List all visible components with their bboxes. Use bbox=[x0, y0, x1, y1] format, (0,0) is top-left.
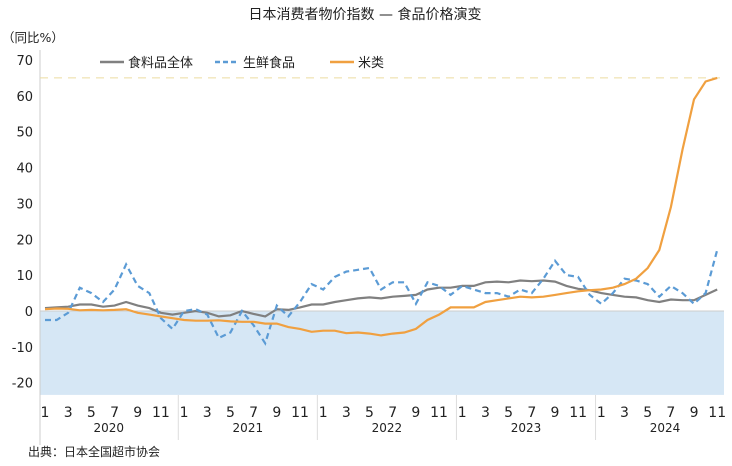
x-tick-label: 9 bbox=[411, 405, 420, 421]
x-tick-label: 11 bbox=[569, 405, 587, 421]
x-tick-label: 3 bbox=[64, 405, 73, 421]
x-tick-label: 7 bbox=[388, 405, 397, 421]
x-tick-label: 9 bbox=[272, 405, 281, 421]
x-tick-label: 7 bbox=[666, 405, 675, 421]
x-tick-label: 5 bbox=[87, 405, 96, 421]
y-tick-label: 60 bbox=[16, 90, 33, 105]
x-tick-label: 9 bbox=[550, 405, 559, 421]
x-tick-label: 5 bbox=[226, 405, 235, 421]
x-tick-label: 3 bbox=[342, 405, 351, 421]
x-tick-label: 3 bbox=[620, 405, 629, 421]
y-axis-label: （同比%） bbox=[2, 30, 64, 45]
legend-item-fresh: 生鲜食品 bbox=[243, 55, 295, 71]
x-tick-label: 5 bbox=[365, 405, 374, 421]
x-year-label: 2021 bbox=[233, 421, 264, 435]
y-tick-label: 10 bbox=[16, 269, 33, 284]
x-year-label: 2024 bbox=[650, 421, 681, 435]
series-line-2 bbox=[45, 249, 719, 346]
x-tick-label: 9 bbox=[690, 405, 699, 421]
x-year-label: 2020 bbox=[93, 421, 124, 435]
chart-title: 日本消费者物价指数 — 食品价格演变 bbox=[249, 6, 482, 23]
x-tick-label: 11 bbox=[430, 405, 448, 421]
x-tick-label: 5 bbox=[643, 405, 652, 421]
x-tick-label: 3 bbox=[481, 405, 490, 421]
y-tick-label: -20 bbox=[12, 377, 33, 392]
x-tick-label: 11 bbox=[708, 405, 726, 421]
x-tick-label: 1 bbox=[597, 405, 606, 421]
x-tick-label: 11 bbox=[152, 405, 170, 421]
x-year-label: 2023 bbox=[511, 421, 542, 435]
series-line-3 bbox=[44, 76, 718, 337]
x-tick-label: 11 bbox=[291, 405, 309, 421]
y-tick-label: 40 bbox=[16, 162, 33, 177]
x-tick-label: 7 bbox=[249, 405, 258, 421]
y-tick-label: 20 bbox=[16, 233, 33, 248]
x-tick-label: 3 bbox=[203, 405, 212, 421]
x-tick-label: 7 bbox=[527, 405, 536, 421]
y-tick-label: 70 bbox=[16, 54, 33, 69]
x-tick-label: 1 bbox=[180, 405, 189, 421]
y-tick-label: 0 bbox=[25, 305, 33, 320]
x-tick-label: 5 bbox=[504, 405, 513, 421]
x-year-label: 2022 bbox=[372, 421, 403, 435]
legend-item-rice: 米类 bbox=[358, 56, 384, 71]
x-tick-label: 7 bbox=[110, 405, 119, 421]
x-tick-label: 1 bbox=[319, 405, 328, 421]
x-tick-label: 1 bbox=[41, 405, 50, 421]
legend-item-food: 食料品全体 bbox=[128, 55, 193, 71]
x-tick-label: 1 bbox=[458, 405, 467, 421]
y-tick-label: 30 bbox=[16, 197, 33, 212]
source-note: 出典：日本全国超市协会 bbox=[28, 444, 160, 459]
x-tick-label: 9 bbox=[133, 405, 142, 421]
y-tick-label: 50 bbox=[16, 126, 33, 141]
negative-region bbox=[40, 311, 724, 395]
y-tick-label: -10 bbox=[12, 341, 33, 356]
